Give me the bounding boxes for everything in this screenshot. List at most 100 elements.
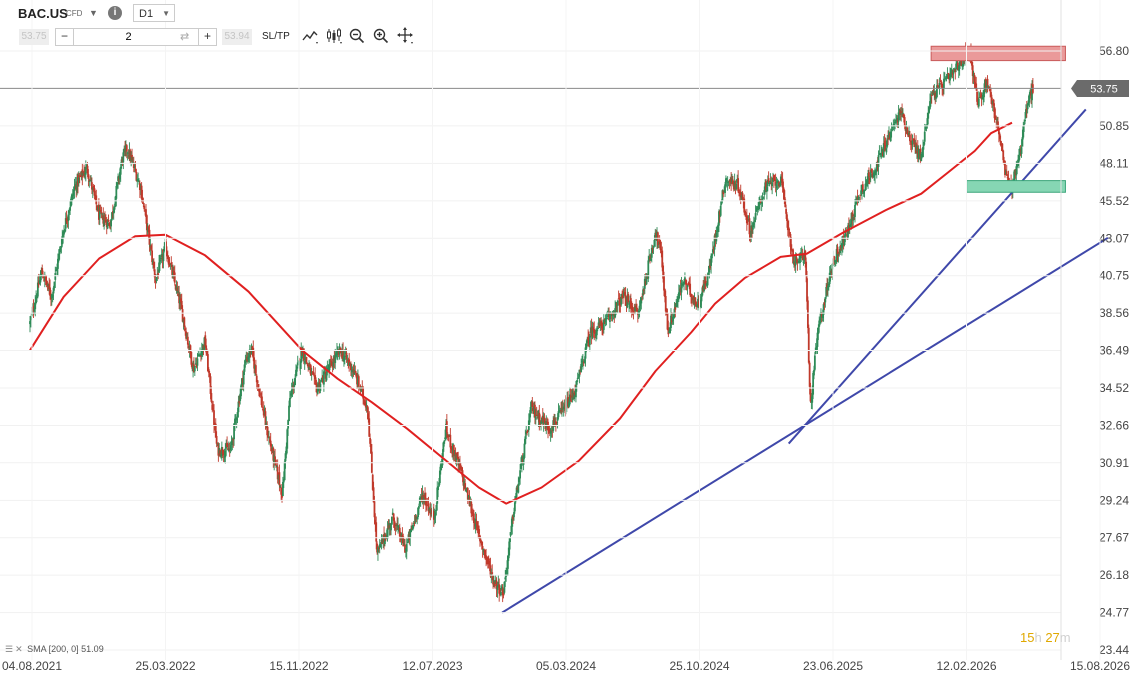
candle-body bbox=[977, 98, 980, 107]
candle-body bbox=[992, 99, 995, 106]
candle-body bbox=[677, 292, 680, 300]
last-price-tag: 53.75 bbox=[1071, 80, 1129, 97]
candle-body bbox=[913, 138, 916, 148]
candle-body bbox=[771, 182, 774, 187]
candle-body bbox=[755, 208, 758, 212]
info-icon[interactable]: i bbox=[108, 6, 122, 20]
candle-body bbox=[94, 194, 97, 196]
candle-body bbox=[299, 361, 302, 369]
candle-body bbox=[706, 274, 709, 286]
resistance-zone bbox=[930, 45, 1066, 62]
candle-body bbox=[315, 379, 317, 385]
candle-body bbox=[343, 355, 346, 357]
candle-body bbox=[550, 431, 553, 433]
timeframe-select[interactable]: D1 ▼ bbox=[133, 4, 175, 22]
candle-body bbox=[439, 464, 442, 471]
candle-body bbox=[319, 383, 322, 391]
candle-body bbox=[478, 529, 481, 535]
increase-button[interactable]: + bbox=[198, 29, 216, 45]
candle-body bbox=[254, 365, 257, 374]
chevron-down-icon[interactable]: ▼ bbox=[89, 8, 98, 18]
candle-body bbox=[405, 544, 408, 552]
quantity-stepper[interactable]: − ⇄ + bbox=[55, 28, 217, 46]
candle-body bbox=[133, 166, 136, 168]
candle-body bbox=[307, 364, 310, 368]
candle-body bbox=[145, 209, 147, 217]
candle-body bbox=[567, 397, 569, 408]
candle-body bbox=[903, 117, 906, 127]
candle-body bbox=[519, 470, 522, 479]
candle-body bbox=[816, 332, 819, 347]
candle-body bbox=[757, 205, 760, 211]
candle-body bbox=[490, 573, 493, 576]
candle-body bbox=[647, 260, 650, 279]
candle-body bbox=[350, 363, 352, 371]
candle-body bbox=[877, 155, 880, 167]
line-chart-icon[interactable] bbox=[301, 27, 319, 45]
candle-body bbox=[930, 94, 933, 96]
candle-body bbox=[305, 356, 308, 363]
candle-body bbox=[509, 532, 512, 536]
candle-body bbox=[928, 107, 931, 113]
candle-body bbox=[633, 311, 636, 313]
candle-body bbox=[285, 446, 288, 455]
candle-body bbox=[210, 393, 213, 402]
candle-body bbox=[796, 259, 799, 264]
candle-body bbox=[207, 354, 209, 372]
ask-price[interactable]: 53.94 bbox=[222, 29, 252, 45]
zoom-in-icon[interactable] bbox=[372, 27, 390, 45]
candle-body bbox=[181, 309, 184, 322]
symbol-name[interactable]: BAC.US bbox=[18, 6, 68, 21]
candle-body bbox=[623, 292, 626, 295]
candle-body bbox=[619, 304, 622, 307]
candle-body bbox=[863, 189, 866, 192]
candle-body bbox=[199, 353, 201, 357]
sltp-button[interactable]: SL/TP bbox=[262, 31, 290, 42]
candle-body bbox=[219, 450, 222, 456]
candle-body bbox=[718, 211, 720, 226]
candle-body bbox=[138, 181, 140, 183]
close-icon[interactable]: ✕ bbox=[15, 644, 23, 654]
zoom-out-icon[interactable] bbox=[348, 27, 366, 45]
candle-body bbox=[377, 547, 380, 549]
quantity-input[interactable] bbox=[116, 29, 141, 45]
candle-body bbox=[129, 150, 132, 161]
candlestick-icon[interactable] bbox=[325, 27, 343, 45]
candle-body bbox=[785, 209, 787, 214]
swap-icon[interactable]: ⇄ bbox=[180, 31, 190, 43]
candle-body bbox=[795, 257, 798, 259]
candle-body bbox=[541, 415, 544, 423]
candle-body bbox=[909, 134, 911, 142]
candle-body bbox=[886, 138, 889, 147]
candle-body bbox=[57, 258, 59, 269]
candle-body bbox=[284, 453, 287, 462]
candle-body bbox=[312, 371, 315, 375]
candle-body bbox=[394, 528, 397, 530]
crosshair-icon[interactable] bbox=[396, 27, 414, 45]
candle-body bbox=[145, 215, 148, 231]
candle-body bbox=[512, 515, 515, 520]
y-tick-label: 24.77 bbox=[1099, 606, 1129, 620]
candle-body bbox=[497, 582, 500, 587]
x-tick-label: 04.08.2021 bbox=[2, 659, 62, 673]
candle-body bbox=[717, 224, 719, 233]
candle-body bbox=[503, 581, 506, 593]
candle-body bbox=[923, 131, 926, 142]
candle-body bbox=[720, 200, 723, 205]
candle-body bbox=[513, 502, 516, 512]
candle-body bbox=[227, 448, 229, 450]
candle-body bbox=[1022, 126, 1025, 138]
candle-body bbox=[752, 222, 754, 230]
candle-body bbox=[956, 62, 958, 64]
decrease-button[interactable]: − bbox=[56, 29, 74, 45]
candle-body bbox=[495, 580, 498, 590]
bid-price[interactable]: 53.75 bbox=[19, 29, 49, 45]
candle-body bbox=[601, 324, 603, 329]
candle-body bbox=[671, 316, 674, 321]
candle-body bbox=[274, 456, 276, 459]
candle-body bbox=[435, 505, 438, 511]
candle-body bbox=[268, 439, 271, 442]
settings-icon[interactable]: ☰ bbox=[5, 644, 14, 654]
candle-body bbox=[49, 287, 51, 296]
